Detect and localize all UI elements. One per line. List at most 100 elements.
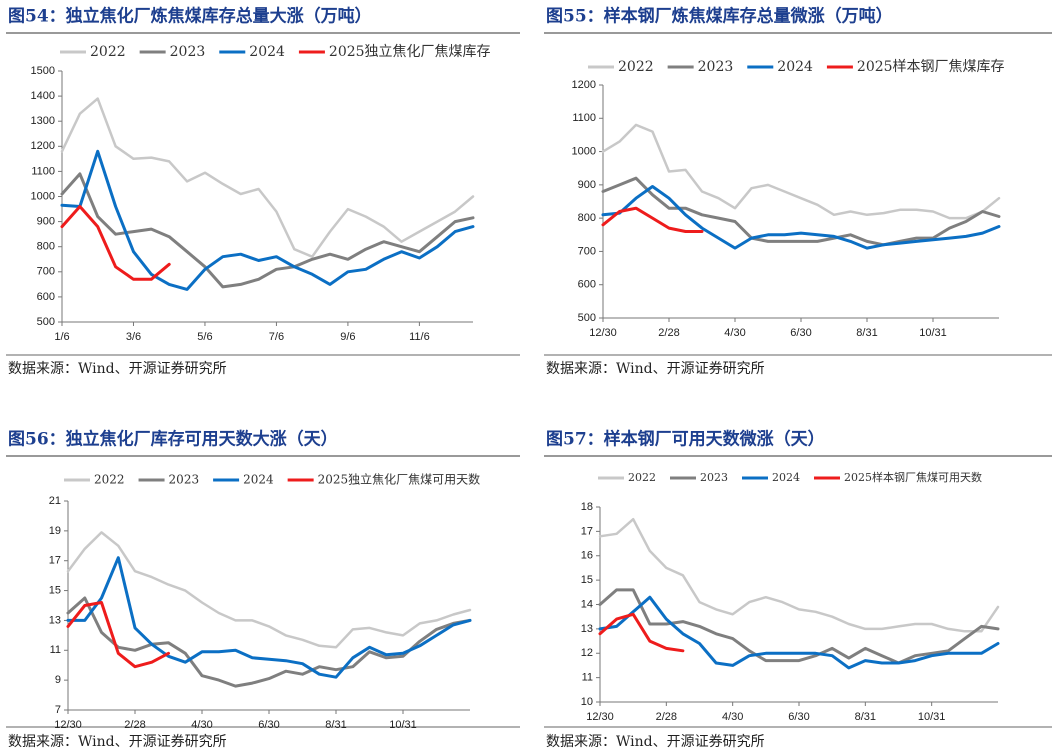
y-tick-label: 900 <box>37 216 55 228</box>
y-tick-label: 1400 <box>31 90 55 102</box>
legend-label: 2023 <box>700 471 728 484</box>
x-tick-label: 8/31 <box>855 711 876 723</box>
y-tick-label: 900 <box>578 179 596 191</box>
y-tick-label: 9 <box>55 674 61 686</box>
series-line <box>60 205 171 281</box>
legend-label: 2025样本钢厂焦煤库存 <box>857 59 1005 75</box>
legend-label: 2025独立焦化厂焦煤库存 <box>329 44 491 60</box>
series-line <box>601 123 1001 220</box>
y-tick-label: 500 <box>37 316 55 328</box>
y-tick-label: 11 <box>582 672 593 684</box>
y-tick-label: 700 <box>37 266 55 278</box>
source-note: 数据来源：Wind、开源证券研究所 <box>546 361 765 377</box>
x-tick-label: 7/6 <box>269 331 284 343</box>
y-tick-label: 700 <box>578 245 596 257</box>
y-tick-label: 800 <box>578 212 596 224</box>
series-line <box>60 97 475 258</box>
series-line <box>66 601 170 669</box>
y-tick-label: 1100 <box>31 165 55 177</box>
legend-label: 2024 <box>243 473 274 487</box>
legend-label: 2024 <box>777 59 813 75</box>
x-tick-label: 6/30 <box>790 327 811 339</box>
series-line <box>66 556 472 679</box>
y-tick-label: 15 <box>581 574 593 586</box>
x-tick-label: 10/31 <box>389 719 417 731</box>
y-tick-label: 13 <box>581 623 593 635</box>
chart-title: 图57：样本钢厂可用天数微涨（天） <box>546 429 825 450</box>
series-line <box>60 172 475 289</box>
y-tick-label: 1500 <box>31 65 55 77</box>
y-tick-label: 1100 <box>572 112 596 124</box>
x-tick-label: 2/28 <box>656 711 677 723</box>
series-line <box>66 531 472 649</box>
x-tick-label: 8/31 <box>325 719 346 731</box>
y-tick-label: 21 <box>49 495 61 507</box>
x-tick-label: 4/30 <box>722 711 743 723</box>
y-tick-label: 1200 <box>31 140 55 152</box>
x-tick-label: 8/31 <box>856 327 877 339</box>
y-tick-label: 7 <box>55 704 61 716</box>
series-line <box>60 149 475 291</box>
x-tick-label: 9/6 <box>340 331 355 343</box>
series-line <box>598 595 1000 670</box>
series-line <box>601 176 1001 247</box>
x-tick-label: 2/28 <box>658 327 679 339</box>
y-tick-label: 11 <box>50 644 61 656</box>
legend-label: 2022 <box>94 473 125 487</box>
legend-label: 2022 <box>618 59 654 75</box>
y-tick-label: 18 <box>581 501 593 513</box>
y-tick-label: 500 <box>578 312 596 324</box>
x-tick-label: 4/30 <box>724 327 745 339</box>
y-tick-label: 15 <box>49 584 61 596</box>
legend-label: 2024 <box>772 471 800 484</box>
series-line <box>598 588 1000 665</box>
y-tick-label: 17 <box>49 555 61 567</box>
x-tick-label: 10/31 <box>918 711 946 723</box>
x-tick-label: 6/30 <box>258 719 279 731</box>
y-tick-label: 1000 <box>31 190 55 202</box>
series-line <box>66 596 472 688</box>
source-note: 数据来源：Wind、开源证券研究所 <box>8 361 227 377</box>
series-line <box>601 185 1001 250</box>
x-tick-label: 12/30 <box>586 711 614 723</box>
legend-label: 2023 <box>698 59 734 75</box>
x-tick-label: 6/30 <box>788 711 809 723</box>
chart-title: 图54：独立焦化厂炼焦煤库存总量大涨（万吨） <box>8 6 372 27</box>
legend-label: 2024 <box>249 44 285 60</box>
y-tick-label: 800 <box>37 241 55 253</box>
y-tick-label: 16 <box>581 550 593 562</box>
legend-label: 2025独立焦化厂焦煤可用天数 <box>318 472 481 487</box>
x-tick-label: 5/6 <box>197 331 212 343</box>
series-line <box>598 517 1000 633</box>
y-tick-label: 600 <box>578 279 596 291</box>
y-tick-label: 10 <box>581 696 593 708</box>
y-tick-label: 1300 <box>31 115 55 127</box>
y-tick-label: 19 <box>49 525 61 537</box>
y-tick-label: 12 <box>581 647 593 659</box>
x-tick-label: 1/6 <box>54 331 69 343</box>
series-line <box>601 206 704 233</box>
legend-label: 2022 <box>90 44 126 60</box>
chart-title: 图56：独立焦化厂库存可用天数大涨（天） <box>8 429 338 450</box>
source-note: 数据来源：Wind、开源证券研究所 <box>8 734 227 750</box>
x-tick-label: 12/30 <box>54 719 82 731</box>
x-tick-label: 3/6 <box>126 331 141 343</box>
x-tick-label: 12/30 <box>589 327 617 339</box>
x-tick-label: 2/28 <box>124 719 145 731</box>
y-tick-label: 13 <box>49 614 61 626</box>
y-tick-label: 600 <box>37 291 55 303</box>
y-tick-label: 17 <box>581 525 593 537</box>
x-tick-label: 11/6 <box>409 331 430 343</box>
y-tick-label: 1000 <box>572 145 596 157</box>
series-line <box>598 612 685 653</box>
legend-label: 2022 <box>628 471 656 484</box>
x-tick-label: 4/30 <box>191 719 212 731</box>
source-note: 数据来源：Wind、开源证券研究所 <box>546 734 765 750</box>
legend-label: 2023 <box>169 473 200 487</box>
x-tick-label: 10/31 <box>919 327 947 339</box>
y-tick-label: 1200 <box>572 79 596 91</box>
chart-title: 图55：样本钢厂炼焦煤库存总量微涨（万吨） <box>546 6 893 27</box>
legend-label: 2025样本钢厂焦煤可用天数 <box>844 470 982 484</box>
